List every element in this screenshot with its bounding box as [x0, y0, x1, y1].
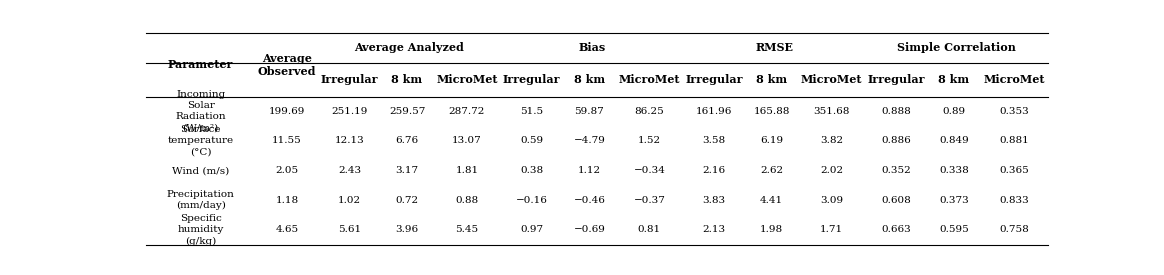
Text: 0.758: 0.758 [999, 226, 1029, 234]
Text: Surface
temperature
(°C): Surface temperature (°C) [168, 125, 234, 156]
Text: MicroMet: MicroMet [436, 74, 498, 85]
Text: −0.37: −0.37 [633, 196, 666, 205]
Text: Irregular: Irregular [686, 74, 743, 85]
Text: 0.849: 0.849 [939, 136, 968, 145]
Text: RMSE: RMSE [755, 42, 793, 53]
Text: Incoming
Solar
Radiation
(W/m²): Incoming Solar Radiation (W/m²) [176, 90, 226, 133]
Text: Average
Observed: Average Observed [257, 53, 317, 77]
Text: 4.41: 4.41 [760, 196, 783, 205]
Text: Parameter: Parameter [168, 59, 233, 70]
Text: 0.353: 0.353 [999, 107, 1029, 116]
Text: 2.43: 2.43 [338, 166, 361, 175]
Text: Irregular: Irregular [867, 74, 925, 85]
Text: Precipitation
(mm/day): Precipitation (mm/day) [166, 190, 235, 210]
Text: 0.608: 0.608 [881, 196, 911, 205]
Text: 0.886: 0.886 [881, 136, 911, 145]
Text: 0.595: 0.595 [939, 226, 968, 234]
Text: 0.365: 0.365 [999, 166, 1029, 175]
Text: 6.76: 6.76 [396, 136, 419, 145]
Text: 51.5: 51.5 [520, 107, 544, 116]
Text: 3.83: 3.83 [703, 196, 725, 205]
Text: 13.07: 13.07 [452, 136, 482, 145]
Text: 6.19: 6.19 [760, 136, 783, 145]
Text: −0.46: −0.46 [574, 196, 605, 205]
Text: Irregular: Irregular [503, 74, 561, 85]
Text: 199.69: 199.69 [269, 107, 305, 116]
Text: 5.45: 5.45 [455, 226, 478, 234]
Text: 161.96: 161.96 [696, 107, 732, 116]
Text: −0.69: −0.69 [574, 226, 605, 234]
Text: 0.833: 0.833 [999, 196, 1029, 205]
Text: 1.81: 1.81 [455, 166, 478, 175]
Text: MicroMet: MicroMet [801, 74, 863, 85]
Text: 0.338: 0.338 [939, 166, 968, 175]
Text: 8 km: 8 km [757, 74, 787, 85]
Text: −0.16: −0.16 [516, 196, 548, 205]
Text: 5.61: 5.61 [338, 226, 361, 234]
Text: 351.68: 351.68 [814, 107, 850, 116]
Text: 2.02: 2.02 [821, 166, 843, 175]
Text: 59.87: 59.87 [575, 107, 604, 116]
Text: 259.57: 259.57 [389, 107, 425, 116]
Text: Simple Correlation: Simple Correlation [897, 42, 1016, 53]
Text: 1.12: 1.12 [577, 166, 601, 175]
Text: 8 km: 8 km [938, 74, 970, 85]
Text: 2.13: 2.13 [703, 226, 725, 234]
Text: 1.02: 1.02 [338, 196, 361, 205]
Text: 4.65: 4.65 [276, 226, 299, 234]
Text: 8 km: 8 km [391, 74, 423, 85]
Text: 1.98: 1.98 [760, 226, 783, 234]
Text: MicroMet: MicroMet [618, 74, 680, 85]
Text: 251.19: 251.19 [332, 107, 368, 116]
Text: 3.09: 3.09 [821, 196, 843, 205]
Text: Irregular: Irregular [321, 74, 378, 85]
Text: 0.97: 0.97 [520, 226, 544, 234]
Text: 12.13: 12.13 [334, 136, 364, 145]
Text: −0.34: −0.34 [633, 166, 666, 175]
Text: 0.59: 0.59 [520, 136, 544, 145]
Text: 1.18: 1.18 [276, 196, 299, 205]
Text: 0.881: 0.881 [999, 136, 1029, 145]
Text: 86.25: 86.25 [634, 107, 665, 116]
Text: 2.62: 2.62 [760, 166, 783, 175]
Text: 3.58: 3.58 [703, 136, 725, 145]
Text: MicroMet: MicroMet [984, 74, 1045, 85]
Text: 0.72: 0.72 [396, 196, 419, 205]
Text: 2.16: 2.16 [703, 166, 725, 175]
Text: 0.88: 0.88 [455, 196, 478, 205]
Text: 0.38: 0.38 [520, 166, 544, 175]
Text: 0.89: 0.89 [943, 107, 966, 116]
Text: 0.663: 0.663 [881, 226, 911, 234]
Text: 2.05: 2.05 [276, 166, 299, 175]
Text: 3.82: 3.82 [821, 136, 843, 145]
Text: −4.79: −4.79 [574, 136, 605, 145]
Text: 0.81: 0.81 [638, 226, 661, 234]
Text: 287.72: 287.72 [449, 107, 485, 116]
Text: 11.55: 11.55 [272, 136, 301, 145]
Text: 8 km: 8 km [574, 74, 605, 85]
Text: 3.96: 3.96 [396, 226, 419, 234]
Text: 3.17: 3.17 [396, 166, 419, 175]
Text: Specific
humidity
(g/kg): Specific humidity (g/kg) [177, 214, 223, 246]
Text: Wind (m/s): Wind (m/s) [172, 166, 229, 175]
Text: Average Analyzed: Average Analyzed [355, 42, 464, 53]
Text: 0.373: 0.373 [939, 196, 968, 205]
Text: Bias: Bias [579, 42, 605, 53]
Text: 0.352: 0.352 [881, 166, 911, 175]
Text: 0.888: 0.888 [881, 107, 911, 116]
Text: 165.88: 165.88 [753, 107, 790, 116]
Text: 1.52: 1.52 [638, 136, 661, 145]
Text: 1.71: 1.71 [821, 226, 843, 234]
